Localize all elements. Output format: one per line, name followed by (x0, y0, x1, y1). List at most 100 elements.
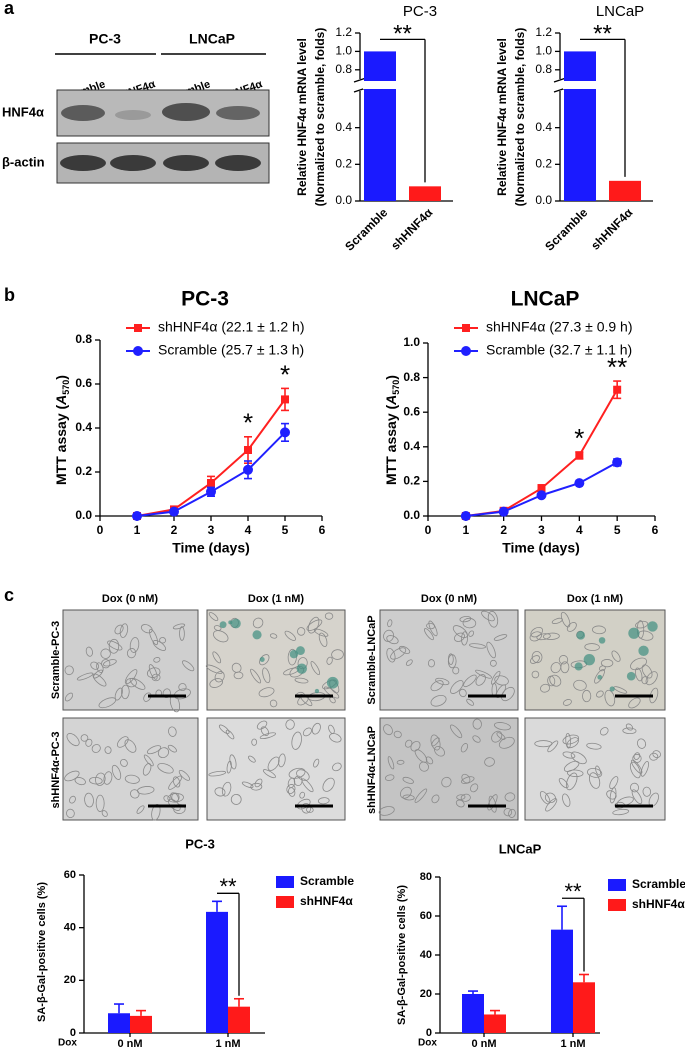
cell (163, 795, 171, 802)
cell (531, 670, 540, 679)
cell (582, 689, 592, 703)
cell (142, 763, 152, 776)
cell (567, 769, 584, 778)
cell (468, 630, 475, 637)
micrograph (206, 717, 346, 821)
cell (329, 696, 336, 704)
marker (132, 511, 142, 521)
chart-title: PC-3 (403, 3, 437, 20)
cell (111, 764, 122, 780)
error-bar (234, 997, 244, 1007)
stain (647, 621, 658, 632)
cell (551, 617, 563, 624)
band (110, 155, 156, 171)
cell (124, 774, 140, 784)
stain (314, 688, 320, 694)
cell (531, 650, 543, 664)
cell (430, 680, 444, 692)
y-axis-label-part: A (53, 395, 69, 406)
chart-title: LNCaP (596, 3, 644, 20)
bar (206, 911, 228, 1033)
stain (228, 620, 233, 625)
cell (80, 734, 89, 742)
significance: ** (607, 352, 627, 382)
cell (489, 659, 497, 667)
band (163, 155, 209, 171)
cell (259, 732, 277, 740)
x-tick-label: Scramble (342, 205, 390, 253)
y-tick-label: 0.2 (535, 157, 552, 171)
y-axis-label: SA-β-Gal-positive cells (%) (36, 882, 48, 1022)
cell (302, 727, 312, 737)
cell (124, 739, 137, 753)
y-tick-label: 80 (420, 871, 432, 883)
series-line (136, 431, 286, 517)
cell (64, 665, 74, 676)
cell (262, 667, 271, 684)
y-axis-label: MTT assay (A570) (383, 375, 402, 485)
y-axis-label: (Normalized to scramble, folds) (513, 28, 527, 207)
cell (301, 778, 314, 793)
cell (162, 688, 171, 699)
cell (625, 723, 634, 731)
micrograph-row: shHNF4α-PC-3 (50, 731, 62, 808)
cell (449, 724, 463, 739)
cell (504, 792, 516, 802)
error-bar (557, 905, 567, 930)
bar (573, 982, 595, 1033)
cell (634, 667, 643, 682)
cell (562, 734, 580, 745)
cell (549, 674, 562, 687)
y-tick-label: 40 (64, 922, 76, 934)
cell (493, 634, 508, 641)
blot-row: HNF4α (2, 104, 44, 119)
x-tick-label: 5 (282, 523, 289, 537)
cell (85, 738, 93, 747)
cell (114, 687, 123, 701)
cell (629, 761, 641, 779)
cell (291, 731, 302, 750)
cell (599, 665, 606, 672)
cell (435, 677, 450, 686)
cell (66, 733, 80, 747)
stain (609, 686, 615, 692)
stain (574, 662, 583, 671)
bar (484, 1014, 506, 1033)
cell (64, 692, 74, 702)
cell (153, 657, 161, 663)
significance: ** (564, 879, 582, 904)
cell (609, 787, 617, 804)
band (60, 155, 106, 171)
cell (294, 677, 309, 684)
cell (550, 662, 562, 674)
panel-label: b (4, 285, 15, 305)
marker (613, 385, 622, 394)
marker (243, 464, 253, 475)
x-axis-label: Time (days) (502, 540, 580, 556)
cell (494, 675, 509, 686)
cell (640, 761, 649, 777)
cell (284, 630, 296, 641)
cell (503, 808, 513, 817)
x-tick-label: 0 (97, 523, 104, 537)
cell (592, 625, 606, 635)
stain (219, 621, 227, 629)
bar (564, 51, 596, 202)
legend-label: Scramble (300, 874, 354, 888)
y-tick-label: 1.0 (335, 44, 352, 58)
cell (218, 724, 230, 734)
cell (596, 690, 604, 698)
y-axis-label: MTT assay (A570) (53, 375, 72, 485)
legend-marker (134, 324, 142, 332)
stain (230, 618, 241, 629)
y-axis-label-part: ) (383, 375, 399, 380)
cell (212, 651, 222, 664)
cell (600, 659, 614, 668)
cell (454, 632, 465, 642)
cell (427, 659, 435, 668)
cell (542, 632, 560, 640)
cell (630, 782, 640, 793)
marker (244, 446, 252, 454)
cell (562, 699, 572, 706)
cell (254, 778, 263, 788)
